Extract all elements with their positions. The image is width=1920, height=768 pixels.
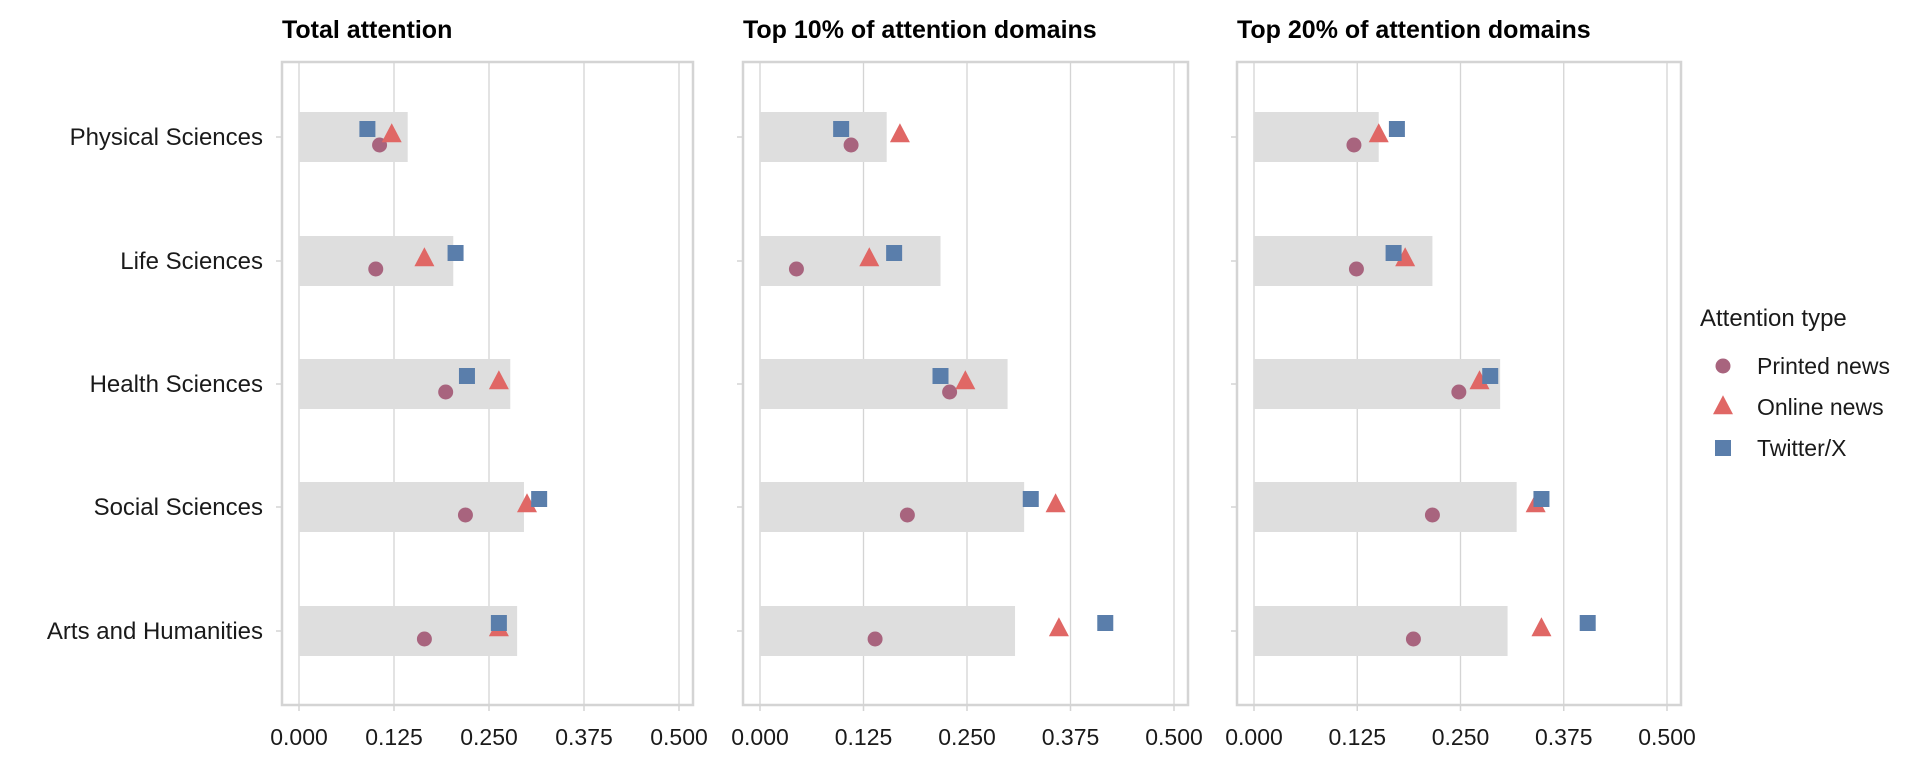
legend-online-news-swatch xyxy=(1713,395,1733,415)
point-twitter-x-social-sciences xyxy=(1533,491,1550,507)
x-tick-label: 0.375 xyxy=(555,724,613,750)
point-online-news-health-sciences xyxy=(955,370,976,390)
legend-twitter-x-label: Twitter/X xyxy=(1757,435,1846,461)
point-online-news-health-sciences xyxy=(1469,370,1490,390)
bar-health-sciences xyxy=(299,359,511,409)
point-online-news-physical-sciences xyxy=(381,123,402,143)
category-label-physical-sciences: Physical Sciences xyxy=(70,124,263,151)
x-tick-label: 0.375 xyxy=(1535,724,1593,750)
point-twitter-x-physical-sciences xyxy=(359,121,376,137)
point-printed-news-arts-and-humanities xyxy=(1405,631,1421,647)
point-online-news-health-sciences xyxy=(488,370,509,390)
category-label-arts-and-humanities: Arts and Humanities xyxy=(47,618,263,645)
category-label-health-sciences: Health Sciences xyxy=(90,371,263,398)
bar-social-sciences xyxy=(1254,482,1517,532)
point-twitter-x-life-sciences xyxy=(447,245,464,261)
category-label-life-sciences: Life Sciences xyxy=(120,248,263,275)
point-twitter-x-arts-and-humanities xyxy=(490,615,507,631)
legend-twitter-x-swatch xyxy=(1715,440,1731,456)
point-twitter-x-social-sciences xyxy=(1022,491,1039,507)
panel-1: Total attention 0.000 0.125 0.250 0.375 0.500… xyxy=(47,16,708,750)
point-twitter-x-health-sciences xyxy=(932,368,949,384)
x-tick-label: 0.125 xyxy=(1328,724,1386,750)
point-printed-news-life-sciences xyxy=(1348,261,1364,277)
x-tick-label: 0.500 xyxy=(1638,724,1696,750)
x-tick-label: 0.125 xyxy=(365,724,423,750)
point-printed-news-arts-and-humanities xyxy=(867,631,883,647)
point-twitter-x-health-sciences xyxy=(1482,368,1499,384)
bar-physical-sciences xyxy=(1254,112,1379,162)
point-printed-news-social-sciences xyxy=(1424,507,1440,523)
panel-3: Top 20% of attention domains 0.000 0.125 0.… xyxy=(1225,16,1696,750)
point-online-news-physical-sciences xyxy=(889,123,910,143)
x-tick-label: 0.500 xyxy=(650,724,708,750)
point-printed-news-arts-and-humanities xyxy=(416,631,432,647)
panel-title: Total attention xyxy=(282,16,452,44)
bar-social-sciences xyxy=(299,482,524,532)
point-printed-news-physical-sciences xyxy=(843,137,859,153)
panel-title: Top 20% of attention domains xyxy=(1237,16,1591,44)
category-label-social-sciences: Social Sciences xyxy=(94,494,263,521)
point-twitter-x-life-sciences xyxy=(886,245,903,261)
point-twitter-x-physical-sciences xyxy=(1388,121,1405,137)
point-twitter-x-health-sciences xyxy=(458,368,475,384)
point-twitter-x-life-sciences xyxy=(1385,245,1402,261)
bar-physical-sciences xyxy=(760,112,887,162)
x-tick-label: 0.500 xyxy=(1145,724,1203,750)
point-twitter-x-arts-and-humanities xyxy=(1097,615,1114,631)
point-printed-news-health-sciences xyxy=(1451,384,1467,400)
point-online-news-life-sciences xyxy=(859,247,880,267)
legend: Attention type Printed news Online news Twi… xyxy=(1700,305,1890,461)
point-online-news-arts-and-humanities xyxy=(1531,617,1552,637)
x-tick-label: 0.250 xyxy=(460,724,518,750)
point-twitter-x-physical-sciences xyxy=(833,121,850,137)
point-online-news-social-sciences xyxy=(517,493,537,513)
point-printed-news-life-sciences xyxy=(788,261,804,277)
x-tick-label: 0.000 xyxy=(270,724,328,750)
point-online-news-social-sciences xyxy=(1045,493,1066,513)
panel-title: Top 10% of attention domains xyxy=(743,16,1097,44)
point-printed-news-health-sciences xyxy=(438,384,454,400)
bar-life-sciences xyxy=(760,236,941,286)
point-online-news-arts-and-humanities xyxy=(1048,617,1069,637)
legend-printed-news-label: Printed news xyxy=(1757,353,1890,379)
bar-health-sciences xyxy=(1254,359,1501,409)
point-printed-news-social-sciences xyxy=(899,507,915,523)
bar-arts-and-humanities xyxy=(1254,606,1508,656)
x-tick-label: 0.250 xyxy=(1432,724,1490,750)
legend-printed-news-swatch xyxy=(1715,358,1731,374)
x-tick-label: 0.250 xyxy=(938,724,996,750)
point-twitter-x-arts-and-humanities xyxy=(1579,615,1596,631)
legend-title: Attention type xyxy=(1700,305,1847,332)
bar-social-sciences xyxy=(760,482,1025,532)
bar-arts-and-humanities xyxy=(299,606,518,656)
x-tick-label: 0.000 xyxy=(1225,724,1283,750)
x-tick-label: 0.125 xyxy=(835,724,893,750)
point-twitter-x-social-sciences xyxy=(531,491,548,507)
point-printed-news-life-sciences xyxy=(368,261,384,277)
point-online-news-life-sciences xyxy=(414,247,435,267)
legend-online-news-label: Online news xyxy=(1757,394,1884,420)
point-online-news-physical-sciences xyxy=(1368,123,1389,143)
x-tick-label: 0.000 xyxy=(731,724,789,750)
point-printed-news-physical-sciences xyxy=(1346,137,1362,153)
point-printed-news-social-sciences xyxy=(457,507,473,523)
point-printed-news-health-sciences xyxy=(942,384,958,400)
point-online-news-life-sciences xyxy=(1395,247,1416,267)
panel-2: Top 10% of attention domains 0.000 0.125 0.… xyxy=(731,16,1203,750)
bar-arts-and-humanities xyxy=(760,606,1016,656)
x-tick-label: 0.375 xyxy=(1042,724,1100,750)
